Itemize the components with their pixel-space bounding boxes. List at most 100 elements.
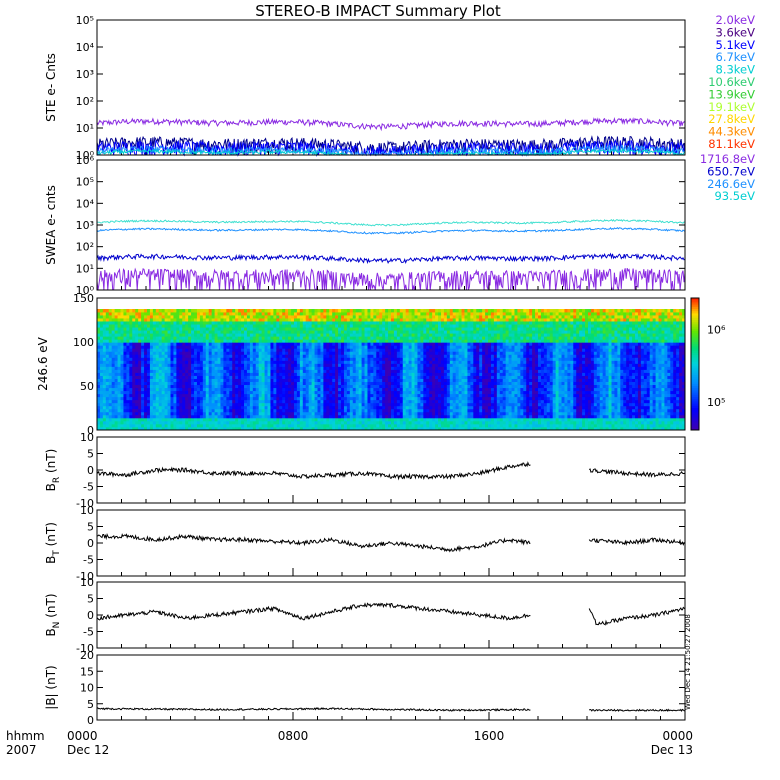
heatmap-cell (111, 387, 116, 392)
heatmap-cell (435, 327, 439, 331)
heatmap-cell (161, 309, 166, 313)
heatmap-cell (244, 366, 248, 370)
heatmap-cell (117, 417, 121, 422)
heatmap-cell (358, 387, 362, 392)
heatmap-cell (446, 324, 451, 328)
heatmap-cell (341, 366, 345, 370)
heatmap-cell (211, 309, 215, 313)
heatmap-cell (255, 420, 260, 425)
heatmap-cell (370, 423, 374, 428)
heatmap-cell (288, 339, 292, 343)
heatmap-cell (443, 321, 448, 325)
heatmap-cell (217, 363, 221, 367)
heatmap-cell (440, 426, 445, 431)
heatmap-cell (126, 399, 130, 404)
heatmap-cell (176, 390, 180, 395)
heatmap-cell (226, 375, 230, 379)
heatmap-cell (399, 357, 404, 361)
heatmap-cell (376, 363, 380, 367)
heatmap-cell (132, 309, 136, 313)
heatmap-cell (232, 387, 236, 392)
heatmap-cell (126, 309, 130, 313)
heatmap-cell (246, 417, 251, 422)
heatmap-cell (252, 393, 257, 398)
heatmap-cell (299, 414, 304, 419)
heatmap-cell (305, 384, 310, 389)
heatmap-cell (338, 345, 342, 349)
heatmap-cell (420, 315, 424, 319)
ytick-label: 10¹ (76, 122, 94, 135)
heatmap-cell (111, 333, 116, 337)
heatmap-cell (285, 399, 289, 404)
heatmap-cell (111, 420, 116, 425)
heatmap-cell (349, 381, 354, 386)
heatmap-cell (414, 402, 418, 407)
heatmap-cell (97, 363, 101, 367)
heatmap-cell (102, 372, 107, 376)
heatmap-cell (296, 414, 301, 419)
heatmap-cell (341, 402, 345, 407)
heatmap-cell (194, 372, 198, 376)
heatmap-cell (276, 381, 280, 386)
heatmap-cell (144, 420, 148, 425)
heatmap-cell (208, 384, 213, 389)
heatmap-cell (343, 330, 348, 334)
heatmap-cell (420, 339, 424, 343)
heatmap-cell (358, 351, 362, 355)
heatmap-cell (267, 372, 271, 376)
heatmap-cell (391, 348, 395, 352)
heatmap-cell (282, 390, 286, 395)
heatmap-cell (158, 345, 163, 349)
heatmap-cell (217, 393, 221, 398)
heatmap-cell (376, 417, 380, 422)
heatmap-cell (323, 405, 327, 410)
heatmap-cell (102, 384, 107, 389)
heatmap-cell (414, 426, 418, 431)
heatmap-cell (311, 372, 315, 376)
heatmap-cell (435, 411, 439, 416)
heatmap-cell (241, 351, 245, 355)
heatmap-cell (364, 372, 368, 376)
heatmap-cell (241, 363, 245, 367)
heatmap-cell (305, 363, 310, 367)
heatmap-cell (443, 414, 448, 419)
heatmap-cell (352, 318, 357, 322)
heatmap-cell (182, 333, 186, 337)
heatmap-cell (158, 375, 163, 379)
heatmap-cell (264, 405, 268, 410)
heatmap-cell (176, 315, 180, 319)
heatmap-cell (108, 414, 113, 419)
heatmap-cell (446, 399, 451, 404)
heatmap-cell (282, 333, 286, 337)
heatmap-cell (135, 324, 139, 328)
heatmap-cell (185, 426, 189, 431)
heatmap-cell (438, 366, 442, 370)
heatmap-cell (367, 345, 371, 349)
heatmap-cell (146, 405, 151, 410)
heatmap-cell (440, 366, 445, 370)
heatmap-cell (293, 390, 298, 395)
heatmap-cell (305, 372, 310, 376)
heatmap-cell (326, 357, 330, 361)
heatmap-cell (426, 420, 430, 425)
heatmap-cell (208, 345, 213, 349)
heatmap-cell (317, 363, 321, 367)
heatmap-cell (285, 345, 289, 349)
heatmap-cell (373, 354, 377, 358)
heatmap-cell (102, 309, 107, 313)
heatmap-cell (273, 360, 277, 364)
heatmap-cell (129, 420, 133, 425)
heatmap-cell (414, 372, 418, 376)
heatmap-cell (141, 321, 145, 325)
heatmap-cell (343, 417, 348, 422)
heatmap-cell (323, 327, 327, 331)
heatmap-cell (229, 354, 233, 358)
heatmap-cell (155, 423, 160, 428)
heatmap-cell (370, 393, 374, 398)
heatmap-cell (388, 423, 392, 428)
heatmap-cell (97, 417, 101, 422)
heatmap-cell (291, 336, 295, 340)
heatmap-cell (364, 342, 368, 346)
heatmap-cell (155, 381, 160, 386)
heatmap-cell (241, 381, 245, 386)
